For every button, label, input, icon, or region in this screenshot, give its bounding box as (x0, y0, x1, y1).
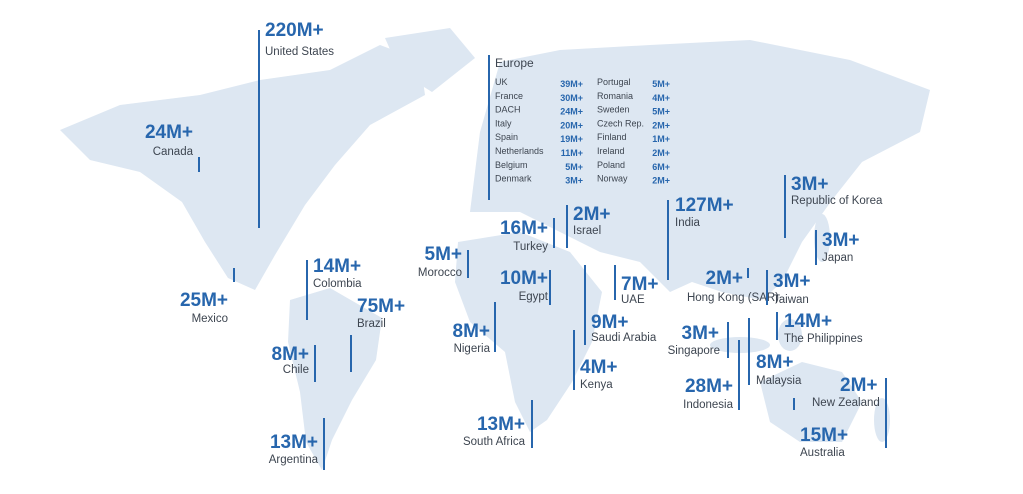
region-name: Australia (800, 447, 845, 459)
region-name: Kenya (580, 379, 613, 391)
region-name: Canada (153, 146, 194, 158)
country-name: Netherlands (495, 146, 544, 156)
region-name: UAE (621, 294, 645, 306)
country-name: France (495, 91, 523, 101)
region-name: New Zealand (812, 397, 880, 409)
region-name: Egypt (519, 291, 549, 303)
region-value: 8M+ (453, 321, 491, 342)
region-value: 24M+ (145, 122, 193, 143)
region-name: Colombia (313, 278, 362, 290)
country-value: 1M+ (652, 134, 670, 144)
region-value: 25M+ (180, 290, 228, 311)
islands (814, 214, 830, 262)
country-value: 6M+ (652, 162, 670, 172)
north-america (60, 45, 425, 290)
region-value: 13M+ (270, 432, 318, 453)
region-value: 7M+ (621, 274, 659, 295)
country-name: Poland (597, 160, 625, 170)
region-value: 2M+ (706, 268, 744, 289)
country-name: Portugal (597, 77, 631, 87)
region-value: 5M+ (425, 244, 463, 265)
region-name: Brazil (357, 318, 386, 330)
eurasia (470, 40, 930, 300)
region-name: Malaysia (756, 375, 802, 387)
islands (778, 319, 802, 351)
region-value: 8M+ (756, 352, 794, 373)
region-name: Turkey (513, 241, 548, 253)
continents (60, 28, 930, 470)
region-value: 14M+ (784, 311, 832, 332)
country-value: 5M+ (565, 162, 583, 172)
country-name: Ireland (597, 146, 625, 156)
country-name: Sweden (597, 105, 630, 115)
region-value: 2M+ (573, 204, 611, 225)
region-value: 127M+ (675, 195, 734, 216)
country-value: 5M+ (652, 79, 670, 89)
region-value: 4M+ (580, 357, 618, 378)
region-value: 9M+ (591, 312, 629, 333)
region-value: 3M+ (791, 174, 829, 195)
country-value: 2M+ (652, 148, 670, 158)
region-name: United States (265, 46, 334, 58)
region-name: South Africa (463, 436, 526, 448)
region-name: The Philippines (784, 333, 863, 345)
region-name: Indonesia (683, 399, 733, 411)
africa (455, 232, 602, 432)
country-value: 11M+ (561, 148, 583, 158)
country-value: 2M+ (652, 120, 670, 130)
region-value: 10M+ (500, 268, 548, 289)
country-value: 2M+ (652, 176, 670, 186)
region-value: 15M+ (800, 425, 848, 446)
region-name: Mexico (192, 313, 228, 325)
region-labels: 220M+ United States 24M+ Canada 25M+ Mexico 14… (145, 20, 887, 470)
region-name: Singapore (668, 345, 720, 357)
country-value: 20M+ (560, 120, 583, 130)
region-value: 75M+ (357, 296, 405, 317)
country-name: DACH (495, 105, 521, 115)
region-name: India (675, 217, 701, 229)
country-name: Italy (495, 118, 512, 128)
region-name: Republic of Korea (791, 195, 883, 207)
region-value: 2M+ (840, 375, 878, 396)
europe-panel: Europe UK 39M+ Portugal 5M+ France 30M+ Romani… (488, 55, 670, 200)
country-value: 19M+ (560, 134, 583, 144)
country-value: 5M+ (652, 107, 670, 117)
country-name: Finland (597, 132, 627, 142)
country-name: Romania (597, 91, 633, 101)
region-value: 13M+ (477, 414, 525, 435)
region-value: 3M+ (682, 323, 720, 344)
country-name: Spain (495, 132, 518, 142)
greenland (385, 28, 475, 92)
region-value: 220M+ (265, 20, 324, 41)
country-value: 39M+ (560, 79, 583, 89)
region-name: Israel (573, 225, 601, 237)
south-america (288, 288, 382, 470)
region-value: 28M+ (685, 376, 733, 397)
region-value: 3M+ (822, 230, 860, 251)
region-name: Morocco (418, 267, 462, 279)
country-name: Czech Rep. (597, 118, 644, 128)
country-name: Belgium (495, 160, 528, 170)
region-name: Argentina (269, 454, 319, 466)
region-name: Hong Kong (SAR) (687, 292, 779, 304)
country-name: Norway (597, 174, 628, 184)
region-name: Chile (283, 364, 309, 376)
region-value: 8M+ (272, 344, 310, 365)
country-name: UK (495, 77, 508, 87)
country-name: Denmark (495, 174, 532, 184)
region-value: 14M+ (313, 256, 361, 277)
country-value: 24M+ (560, 107, 583, 117)
country-value: 3M+ (565, 176, 583, 186)
country-value: 30M+ (560, 93, 583, 103)
country-value: 4M+ (652, 93, 670, 103)
region-name: Nigeria (454, 343, 491, 355)
region-name: Taiwan (773, 294, 809, 306)
region-name: Saudi Arabia (591, 332, 657, 344)
region-value: 16M+ (500, 218, 548, 239)
region-value: 3M+ (773, 271, 811, 292)
europe-title: Europe (495, 56, 534, 70)
region-name: Japan (822, 252, 853, 264)
australia (760, 362, 862, 442)
